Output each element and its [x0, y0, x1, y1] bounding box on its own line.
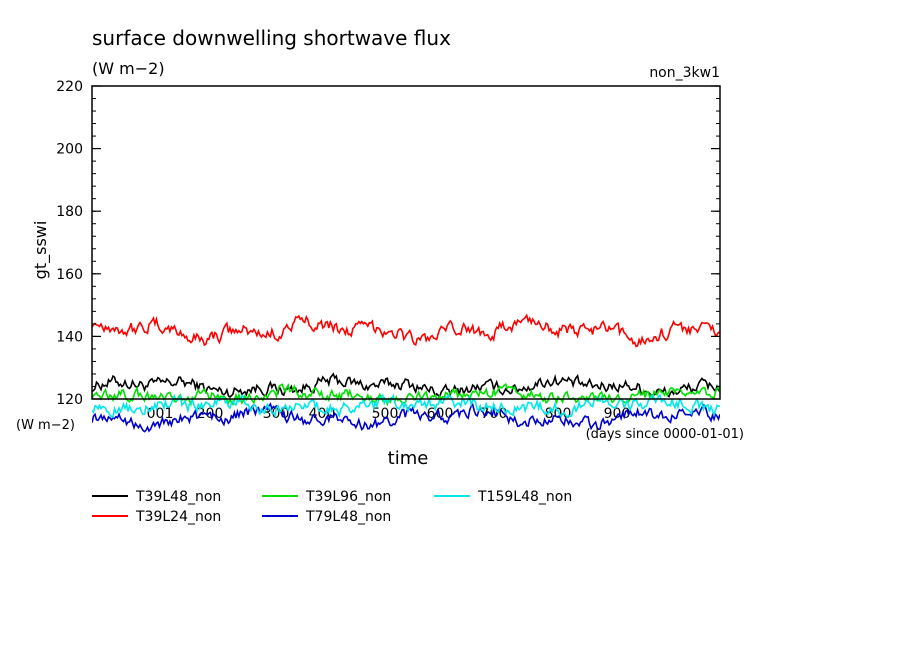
y-axis-label: gt_sswi [31, 221, 51, 280]
y-axis: 120 140 160 180 200 220 [56, 79, 720, 408]
legend-label: T39L24_non [135, 509, 221, 525]
series-line-T39L96_non [92, 382, 720, 407]
y-tick-label: 120 [56, 392, 83, 408]
series-line-T39L48_non [92, 372, 720, 399]
legend-label: T79L48_non [305, 509, 391, 525]
series-line-T39L24_non [92, 313, 720, 348]
legend-label: T159L48_non [477, 489, 572, 505]
y-axis-ref-label: (W m−2) [16, 418, 75, 433]
x-axis-label: time [388, 448, 429, 469]
x-tick-label: 001 [147, 406, 174, 422]
chart-title: surface downwelling shortwave flux [92, 26, 451, 50]
plot-frame [91, 85, 721, 400]
y-tick-label: 220 [56, 79, 83, 95]
x-tick-label: 500 [372, 406, 399, 422]
x-tick-label: 900 [604, 406, 631, 422]
series-line-T159L48_non [92, 393, 720, 419]
legend-label: T39L48_non [135, 489, 221, 505]
x-axis-units-note: (days since 0000-01-01) [586, 427, 744, 442]
y-tick-label: 160 [56, 267, 83, 283]
y-tick-label: 180 [56, 204, 83, 220]
chart-units: (W m−2) [92, 59, 165, 78]
x-tick-labels: 001 200 300 400 500 600 700 800 900 [147, 406, 631, 422]
legend: T39L48_non T39L96_non T159L48_non T39L24_no… [92, 489, 572, 525]
run-label: non_3kw1 [649, 65, 720, 81]
y-tick-label: 200 [56, 142, 83, 158]
y-axis-label-group: gt_sswi [31, 221, 51, 280]
series-line-T79L48_non [92, 402, 720, 433]
y-tick-label: 140 [56, 329, 83, 345]
legend-label: T39L96_non [305, 489, 391, 505]
